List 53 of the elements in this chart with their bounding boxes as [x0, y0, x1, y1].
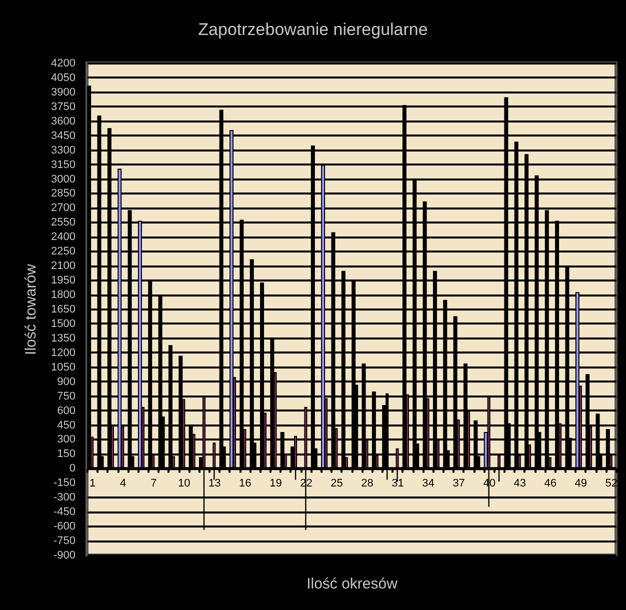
x-tick-label: 1	[90, 478, 96, 490]
x-tick-label: 7	[150, 478, 157, 490]
y-tick-label: -450	[53, 506, 76, 518]
y-tick-label: 3750	[51, 100, 76, 113]
y-tick-label: 0	[69, 462, 76, 475]
x-axis-title: Ilość okresów	[306, 576, 398, 592]
x-tick-label: 4	[120, 478, 126, 490]
x-tick-label: 31	[392, 478, 404, 490]
y-tick-label: 3000	[51, 173, 76, 186]
y-tick-label: 900	[57, 376, 76, 388]
y-tick-label: 2550	[51, 216, 76, 229]
y-tick-label: 750	[57, 390, 76, 402]
y-tick-label: 3300	[51, 144, 76, 156]
y-tick-label: 3450	[51, 130, 76, 142]
y-tick-label: 2400	[51, 231, 76, 244]
y-tick-label: -750	[53, 535, 76, 548]
x-tick-label: 16	[239, 478, 252, 490]
y-tick-label: 300	[57, 434, 76, 446]
y-tick-label: 450	[57, 419, 76, 432]
y-tick-label: 2850	[51, 188, 76, 200]
x-tick-label: 19	[270, 478, 282, 490]
x-tick-label: 37	[452, 478, 465, 490]
y-tick-label: 150	[57, 448, 76, 460]
y-tick-label: -900	[53, 550, 76, 562]
chart-title: Zapotrzebowanie nieregularne	[198, 20, 428, 39]
y-tick-label: 4050	[51, 72, 76, 84]
y-tick-label: 1500	[51, 318, 76, 330]
y-axis-title: Ilość towarów	[22, 264, 40, 355]
y-tick-label: -150	[53, 477, 76, 490]
x-tick-label: 13	[208, 478, 221, 490]
y-tick-label: -600	[53, 520, 76, 533]
y-tick-label: 3150	[51, 158, 76, 171]
x-tick-label: 46	[544, 478, 556, 490]
x-tick-label: 43	[514, 478, 526, 490]
x-tick-label: 49	[574, 478, 588, 490]
y-tick-label: 1200	[51, 346, 76, 359]
y-tick-label: 3600	[51, 115, 76, 128]
y-tick-label: 2100	[51, 260, 76, 272]
x-tick-label: 10	[178, 478, 190, 490]
y-tick-label: 1350	[51, 332, 76, 344]
y-tick-label: 3900	[51, 86, 76, 98]
y-tick-label: 1950	[51, 274, 76, 287]
y-tick-label: 1650	[51, 304, 76, 316]
x-tick-label: 34	[422, 478, 434, 490]
y-tick-label: 1800	[51, 289, 76, 302]
y-tick-label: 4200	[51, 58, 76, 70]
y-tick-label: 2250	[51, 246, 76, 258]
y-tick-label: -300	[53, 492, 76, 504]
x-tick-label: 28	[361, 478, 374, 490]
y-tick-label: 2700	[51, 202, 76, 214]
x-tick-label: 25	[330, 478, 343, 490]
y-tick-label: 1050	[51, 361, 76, 374]
y-tick-label: 600	[57, 404, 76, 417]
